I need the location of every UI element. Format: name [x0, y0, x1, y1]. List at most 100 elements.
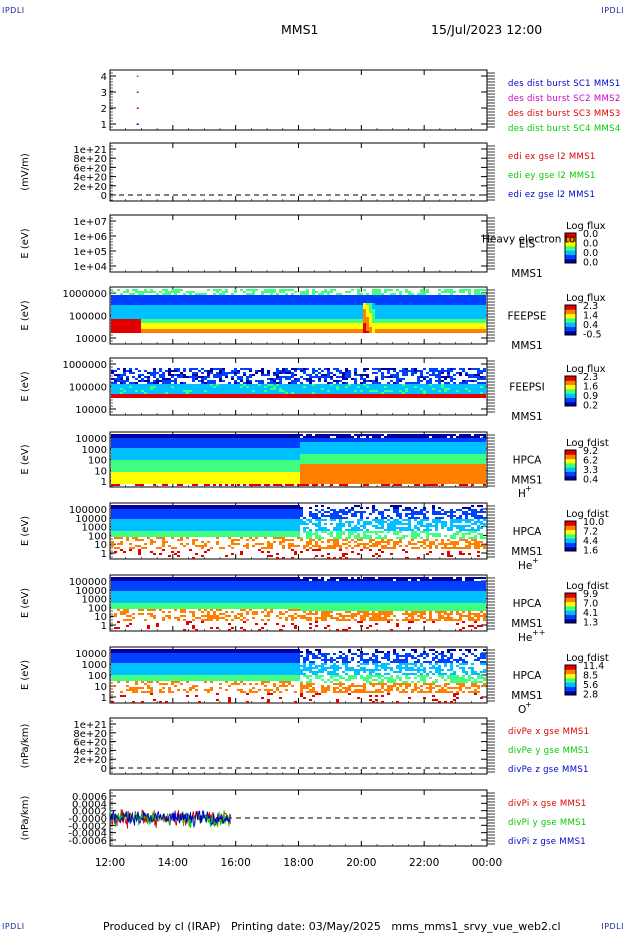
y-tick-label-hpca_he2: 1000 [82, 595, 107, 606]
y-tick-label-burst: 4 [101, 72, 107, 83]
footer-credit: Produced by cl (IRAP) Printing date: 03/… [103, 920, 561, 933]
colorbar-segment-hpca_h [565, 471, 576, 477]
colorbar-frame-feepse [564, 304, 577, 336]
colorbar-segment-hpca_he [565, 529, 576, 535]
y-tick-label-burst: 1 [101, 120, 107, 131]
corner-mark-bottom-right: IPDLI [601, 922, 624, 931]
y-tick-label-burst: 2 [101, 104, 107, 115]
y-tick-label-divpi: 0.0006 [72, 792, 107, 803]
burst-marker [136, 91, 139, 93]
colorbar-segment-feepse [565, 322, 576, 327]
instrument-label-eis: EIS [519, 239, 536, 251]
colorbar-tick-label-feepsi: 1.6 [583, 382, 598, 393]
heatmap-hpca_he2 [111, 577, 486, 631]
y-tick-label-edi: 4e+20 [73, 173, 107, 184]
colorbar-segment-feepse [565, 313, 576, 319]
colorbar-tick-label-hpca_he2: 1.3 [583, 618, 598, 629]
panel-frame-divpe [109, 717, 488, 775]
species-label-hpca_he: He [518, 560, 532, 572]
y-tick-label-hpca_he2: 100 [88, 603, 107, 614]
y-tick-label-divpi: -0.0006 [68, 836, 107, 847]
colorbar-frame-feepsi [564, 375, 577, 407]
colorbar-frame-eis [564, 232, 577, 264]
colorbar-segment-feepsi [565, 397, 576, 403]
time-tick-label: 14:00 [158, 857, 188, 869]
divpi-series-blue [109, 810, 231, 829]
instrument-label-hpca_o: HPCA [513, 670, 543, 682]
colorbar-segment-hpca_he [565, 542, 576, 548]
spacecraft-label-hpca_o: MMS1 [511, 690, 542, 702]
y-axis-label-eis: E (eV) [20, 228, 31, 258]
colorbar-segment-feepse [565, 330, 576, 336]
heatmap-hpca_h [111, 434, 486, 486]
y-tick-label-divpe: 4e+20 [73, 746, 107, 757]
y-tick-label-hpca_o: 100 [88, 671, 107, 682]
colorbar-segment-hpca_h [565, 454, 576, 460]
colorbar-tick-label-feepse: 2.3 [583, 301, 598, 312]
y-tick-label-divpi: 0.0002 [72, 807, 107, 818]
colorbar-title-hpca_h: Log fdist [566, 438, 609, 449]
colorbar-segment-eis [565, 245, 576, 251]
legend-entry-divpi: divPi y gse MMS1 [508, 818, 587, 828]
y-tick-label-burst: 3 [101, 88, 107, 99]
colorbar-segment-hpca_h [565, 467, 576, 472]
colorbar-segment-hpca_he [565, 546, 576, 552]
y-tick-label-edi: 0 [101, 191, 107, 202]
species-label-hpca_o: O [518, 704, 526, 716]
panel-frame-burst [109, 69, 488, 131]
y-axis-label-hpca_h: E (eV) [20, 444, 31, 474]
legend-entry-divpi: divPi z gse MMS1 [508, 837, 586, 847]
y-tick-label-divpe: 2e+20 [73, 755, 107, 766]
colorbar-segment-feepsi [565, 388, 576, 394]
legend-entry-burst: des dist burst SC4 MMS4 [508, 124, 621, 134]
colorbar-title-hpca_o: Log fdist [566, 653, 609, 664]
legend-entry-edi: edi ex gse l2 MMS1 [508, 152, 596, 162]
y-tick-label-feepsi: 10000 [75, 405, 107, 416]
y-axis-label-hpca_he: E (eV) [20, 516, 31, 546]
time-tick-label: 12:00 [95, 857, 125, 869]
instrument-label-feepse: FEEPSE [508, 311, 547, 323]
colorbar-segment-hpca_o [565, 682, 576, 687]
corner-mark-top-right: IPDLI [601, 6, 624, 15]
colorbar-segment-feepse [565, 326, 576, 332]
y-tick-label-divpe: 6e+20 [73, 738, 107, 749]
panel-frame-edi [109, 142, 488, 202]
colorbar-tick-label-hpca_he2: 7.0 [583, 599, 598, 610]
colorbar-tick-label-hpca_he: 4.4 [583, 536, 598, 547]
colorbar-segment-eis [565, 258, 576, 264]
species-charge-hpca_he: + [532, 556, 539, 565]
y-tick-label-eis: 1e+07 [73, 217, 107, 228]
y-axis-label-feepsi: E (eV) [20, 371, 31, 401]
species-label-hpca_he2: He [518, 632, 532, 644]
y-tick-label-hpca_he: 1 [101, 549, 107, 560]
y-axis-label-divpi: (nPa/km) [20, 796, 31, 841]
y-tick-label-edi: 2e+20 [73, 182, 107, 193]
y-tick-label-hpca_o: 1 [101, 693, 107, 704]
colorbar-segment-feepsi [565, 376, 576, 381]
colorbar-tick-label-feepsi: 0.2 [583, 401, 598, 412]
colorbar-segment-hpca_he2 [565, 605, 576, 611]
colorbar-segment-feepsi [565, 401, 576, 407]
spacecraft-label-hpca_h: MMS1 [511, 475, 542, 487]
y-tick-label-hpca_o: 1000 [82, 660, 107, 671]
colorbar-tick-label-hpca_he: 1.6 [583, 546, 598, 557]
colorbar-segment-hpca_h [565, 450, 576, 455]
colorbar-segment-hpca_o [565, 690, 576, 696]
overlay-text-eis: Heavy electron to [482, 234, 575, 246]
colorbar-segment-hpca_h [565, 458, 576, 464]
colorbar-title-hpca_he: Log fdist [566, 509, 609, 520]
colorbar-tick-label-feepse: 1.4 [583, 311, 598, 322]
colorbar-title-feepsi: Log flux [566, 364, 606, 375]
heatmap-feepse [111, 289, 486, 333]
colorbar-title-hpca_he2: Log fdist [566, 581, 609, 592]
legend-entry-divpe: divPe z gse MMS1 [508, 765, 589, 775]
colorbar-tick-label-eis: 0.0 [583, 248, 598, 259]
datetime-title: 15/Jul/2023 12:00 [431, 22, 543, 37]
y-tick-label-hpca_h: 10000 [75, 434, 107, 445]
burst-marker [136, 75, 139, 77]
y-tick-label-hpca_he: 10 [94, 540, 107, 551]
colorbar-tick-label-hpca_h: 3.3 [583, 465, 598, 476]
instrument-label-hpca_h: HPCA [513, 455, 543, 467]
colorbar-segment-feepse [565, 317, 576, 323]
